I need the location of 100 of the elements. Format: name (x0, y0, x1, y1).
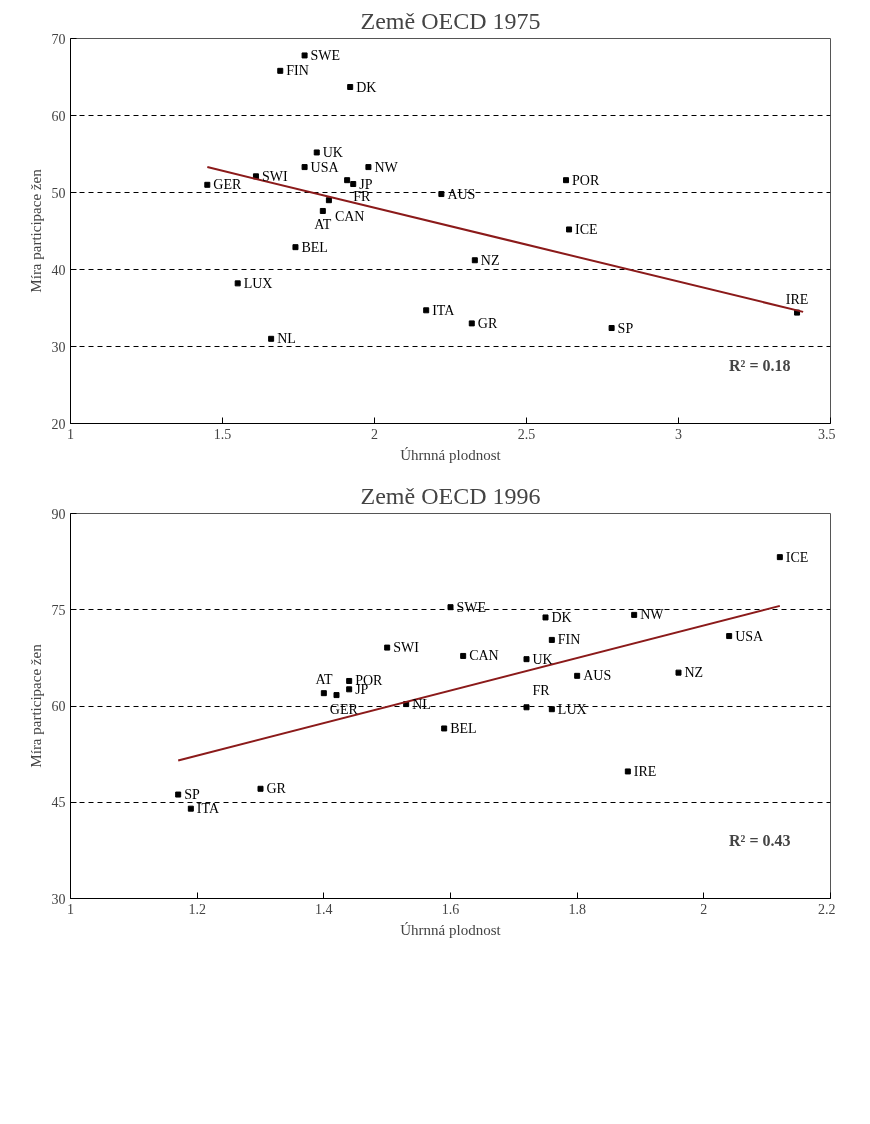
annotation: R² = 0.18 (729, 356, 791, 374)
annotation: NL (412, 696, 431, 712)
point (365, 164, 372, 171)
point (301, 52, 308, 59)
annotation: SP (184, 787, 200, 803)
x-axis-title: Úhrnná plodnost (400, 446, 502, 463)
y-axis-title: Míra participace žen (27, 168, 44, 293)
point (347, 84, 354, 91)
point (563, 177, 570, 184)
point (301, 164, 308, 171)
annotation: FR (532, 683, 551, 699)
point (608, 325, 615, 332)
chart-title: Země OECD 1996 (360, 482, 541, 509)
annotation: SWE (456, 599, 487, 615)
point (566, 226, 573, 233)
x-tick-label: 3 (675, 426, 682, 442)
annotation: BEL (450, 720, 477, 736)
annotation: NZ (684, 665, 704, 681)
point (468, 320, 475, 327)
annotation: AT (315, 672, 333, 688)
y-tick-label: 70 (51, 31, 66, 47)
annotation: AUS (447, 186, 476, 202)
point (384, 644, 391, 651)
annotation: LUX (557, 701, 587, 717)
annotation: POR (572, 172, 600, 188)
point (624, 768, 631, 775)
point (204, 181, 211, 188)
point (175, 791, 182, 798)
annotation: SWE (310, 47, 341, 63)
point (548, 706, 555, 713)
point (471, 257, 478, 264)
x-axis-title: Úhrnná plodnost (400, 921, 502, 938)
x-tick-label: 2 (700, 901, 708, 917)
point (523, 656, 530, 663)
point (423, 307, 430, 314)
annotation: SWI (261, 168, 288, 184)
point (313, 149, 320, 156)
annotation: ITA (432, 302, 456, 318)
x-tick-label: 1.5 (213, 426, 232, 442)
point (325, 197, 332, 204)
annotation: NW (640, 607, 665, 623)
y-tick-label: 30 (51, 891, 66, 907)
point (187, 805, 194, 812)
annotation: AT (314, 216, 332, 232)
annotation: LUX (243, 275, 273, 291)
point (542, 614, 549, 621)
annotation: GER (213, 177, 242, 193)
y-tick-label: 20 (51, 416, 66, 432)
annotation: USA (310, 159, 340, 175)
point (257, 785, 264, 792)
annotation: USA (735, 628, 765, 644)
point (292, 244, 299, 251)
annotation: UK (532, 651, 553, 667)
x-tick-label: 2.5 (517, 426, 536, 442)
annotation: GR (477, 315, 498, 331)
annotation: CAN (334, 209, 365, 225)
point (350, 181, 357, 188)
point (320, 690, 327, 697)
y-tick-label: 60 (51, 108, 66, 124)
x-tick-label: 1 (67, 426, 74, 442)
y-tick-label: 50 (51, 185, 66, 201)
point (277, 67, 284, 74)
annotation: DK (551, 609, 572, 625)
point (523, 704, 530, 711)
point (438, 191, 445, 198)
annotation: FR (353, 189, 371, 205)
annotation: ICE (785, 549, 809, 565)
point (234, 280, 241, 287)
x-tick-label: 1 (67, 901, 74, 917)
point (460, 652, 467, 659)
point (346, 677, 353, 684)
annotation: GER (329, 702, 359, 718)
x-tick-label: 1.4 (315, 901, 333, 917)
annotation: UK (322, 144, 343, 160)
annotation: FIN (557, 632, 581, 648)
point (447, 604, 454, 611)
annotation: SWI (393, 640, 420, 656)
y-tick-label: 75 (51, 602, 66, 618)
annotation: NZ (480, 252, 500, 268)
y-tick-label: 60 (51, 699, 66, 714)
point (441, 725, 448, 732)
annotation: AUS (583, 668, 612, 684)
point (776, 554, 783, 561)
annotation: IRE (785, 291, 809, 307)
point (548, 636, 555, 643)
point (574, 672, 581, 679)
x-tick-label: 2 (371, 426, 378, 442)
point (344, 177, 351, 184)
annotation: NL (277, 331, 296, 347)
annotation: NW (374, 159, 399, 175)
annotation: IRE (633, 763, 657, 779)
point (631, 611, 638, 618)
x-tick-label: 2.2 (818, 901, 836, 917)
annotation: R² = 0.43 (729, 831, 791, 849)
annotation: JP (359, 176, 373, 192)
point (726, 633, 733, 640)
x-tick-label: 3.5 (818, 426, 836, 442)
annotation: FIN (286, 63, 309, 79)
annotation: BEL (301, 239, 328, 255)
x-tick-label: 1.6 (441, 901, 460, 917)
